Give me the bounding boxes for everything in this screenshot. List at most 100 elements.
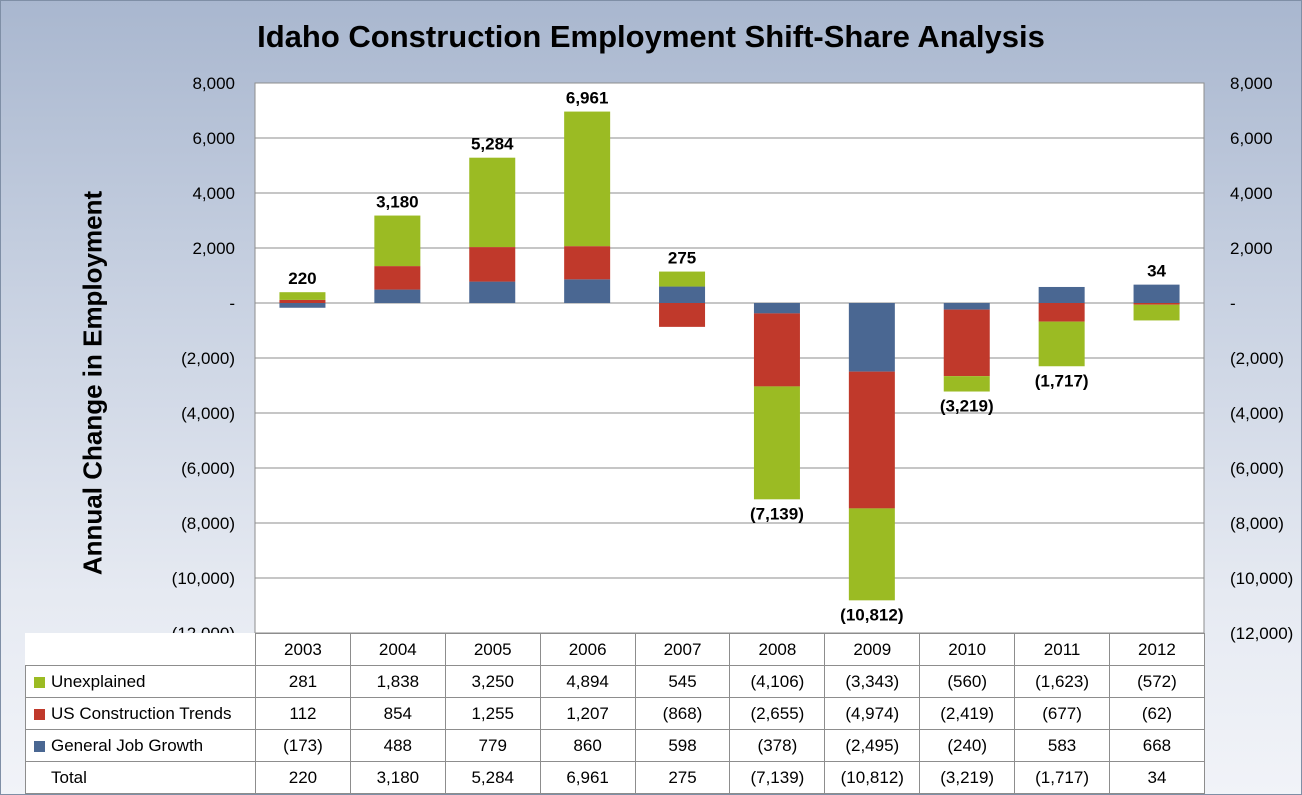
bar-us-construction-trends-2003	[279, 299, 326, 303]
bar-us-construction-trends-2012	[1133, 303, 1180, 305]
table-cell: (10,812)	[824, 761, 921, 794]
bar-unexplained-2009	[848, 508, 895, 601]
table-cell: 34	[1109, 761, 1205, 794]
bar-us-construction-trends-2011	[1038, 303, 1085, 322]
table-cell: (62)	[1109, 697, 1205, 730]
table-cell: (1,717)	[1014, 761, 1111, 794]
table-cell: 281	[255, 665, 351, 698]
total-label-2007: 275	[668, 249, 696, 268]
y-tick-label-right: (10,000)	[1230, 569, 1293, 588]
bar-general-job-growth-2004	[374, 289, 421, 303]
table-cell: 3,250	[444, 665, 541, 698]
y-tick-label-left: 4,000	[192, 184, 235, 203]
y-tick-label-left: 6,000	[192, 129, 235, 148]
legend-key	[34, 708, 45, 720]
table-row-total: Total 220 3,180 5,284 6,961 275 (7,139) (10,812…	[25, 761, 1205, 794]
y-tick-label-left: 2,000	[192, 239, 235, 258]
table-cell: 1,207	[539, 697, 636, 730]
table-cell: 860	[539, 729, 636, 762]
table-cell: (3,343)	[824, 665, 921, 698]
x-tick-label: 2007	[634, 633, 731, 666]
bar-unexplained-2006	[564, 111, 611, 247]
total-label-2004: 3,180	[376, 193, 419, 212]
total-row-label: Total	[25, 761, 256, 794]
table-cell: (2,655)	[729, 697, 826, 730]
x-tick-label: 2008	[729, 633, 826, 666]
table-cell: (2,495)	[824, 729, 921, 762]
table-row: US Construction Trends 112 854 1,255 1,207 (8…	[25, 697, 1205, 730]
table-cell: 1,255	[444, 697, 541, 730]
y-tick-label-right: (12,000)	[1230, 624, 1293, 643]
legend-label: Unexplained	[51, 671, 146, 691]
legend-label: US Construction Trends	[51, 703, 232, 723]
bar-general-job-growth-2007	[659, 286, 706, 303]
table-cell: (240)	[919, 729, 1016, 762]
table-cell: (4,974)	[824, 697, 921, 730]
bar-us-construction-trends-2010	[943, 309, 990, 377]
table-cell: (378)	[729, 729, 826, 762]
y-tick-label-right: 6,000	[1230, 129, 1273, 148]
x-tick-label: 2009	[824, 633, 921, 666]
table-cell: (1,623)	[1014, 665, 1111, 698]
table-cell: 779	[444, 729, 541, 762]
x-tick-label: 2012	[1109, 633, 1205, 666]
table-cell: 275	[634, 761, 731, 794]
y-tick-label-right: (6,000)	[1230, 459, 1284, 478]
total-label-2012: 34	[1147, 262, 1166, 281]
bar-unexplained-2008	[753, 386, 800, 500]
total-label-2010: (3,219)	[940, 397, 994, 416]
y-tick-label-left: (6,000)	[181, 459, 235, 478]
x-tick-label: 2004	[349, 633, 446, 666]
table-cell: 598	[634, 729, 731, 762]
bar-us-construction-trends-2009	[848, 371, 895, 509]
bar-unexplained-2012	[1133, 304, 1180, 321]
table-cell: 1,838	[349, 665, 446, 698]
table-cell: (7,139)	[729, 761, 826, 794]
y-tick-label-left: -	[229, 294, 235, 313]
table-row: General Job Growth (173) 488 779 860 598 (378)…	[25, 729, 1205, 762]
bar-us-construction-trends-2007	[659, 303, 706, 327]
table-cell: 6,961	[539, 761, 636, 794]
x-tick-label: 2010	[919, 633, 1016, 666]
table-cell: (3,219)	[919, 761, 1016, 794]
bar-general-job-growth-2005	[469, 281, 516, 303]
bar-general-job-growth-2003	[279, 303, 326, 308]
table-cell: (4,106)	[729, 665, 826, 698]
table-cell: 854	[349, 697, 446, 730]
total-label-2011: (1,717)	[1035, 371, 1089, 390]
x-tick-label: 2011	[1014, 633, 1111, 666]
data-table: 2003 2004 2005 2006 2007 2008 2009 2010 2011 2012…	[25, 633, 1205, 794]
y-tick-label-right: (2,000)	[1230, 349, 1284, 368]
legend-label: General Job Growth	[51, 735, 204, 755]
table-cell: 583	[1014, 729, 1111, 762]
bar-us-construction-trends-2004	[374, 266, 421, 290]
bar-unexplained-2007	[659, 271, 706, 287]
x-tick-label: 2005	[444, 633, 541, 666]
total-label-2009: (10,812)	[840, 605, 903, 624]
legend-entry: General Job Growth	[25, 729, 256, 762]
table-cell: 5,284	[444, 761, 541, 794]
y-tick-label-left: (4,000)	[181, 404, 235, 423]
total-label-2006: 6,961	[566, 89, 609, 108]
legend-entry: Unexplained	[25, 665, 256, 698]
table-cell: 545	[634, 665, 731, 698]
bar-general-job-growth-2012	[1133, 284, 1180, 303]
chart-title: Idaho Construction Employment Shift-Shar…	[257, 19, 1045, 54]
y-tick-label-right: -	[1230, 294, 1236, 313]
y-tick-label-right: (8,000)	[1230, 514, 1284, 533]
bar-us-construction-trends-2008	[753, 313, 800, 387]
table-cell: (572)	[1109, 665, 1205, 698]
y-tick-label-right: 4,000	[1230, 184, 1273, 203]
bar-us-construction-trends-2006	[564, 246, 611, 280]
table-cell: 220	[255, 761, 351, 794]
total-label-2003: 220	[288, 269, 316, 288]
y-tick-label-right: 8,000	[1230, 74, 1273, 93]
legend-key	[34, 676, 45, 688]
table-cell: 668	[1109, 729, 1205, 762]
table-cell: (173)	[255, 729, 351, 762]
x-tick-label: 2003	[255, 633, 351, 666]
bar-general-job-growth-2009	[848, 303, 895, 372]
table-cell: (560)	[919, 665, 1016, 698]
table-cell: (2,419)	[919, 697, 1016, 730]
